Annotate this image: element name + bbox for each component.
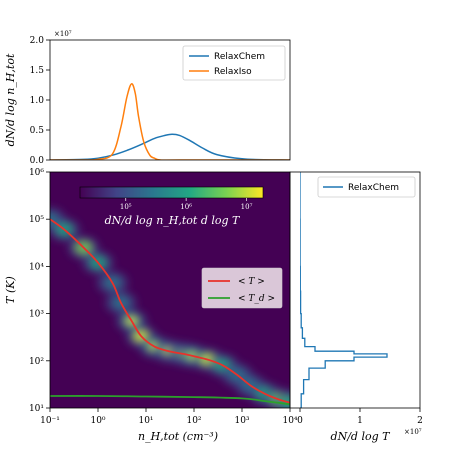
right-x-axis-label: dN/d log T [331, 430, 392, 443]
main-x-tick-label: 10¹ [138, 416, 153, 426]
main-x-tick-label: 10⁰ [90, 416, 105, 426]
colorbar-tick-label: 10⁵ [120, 203, 132, 211]
main-y-tick-label: 10¹ [29, 404, 44, 414]
series-line-relaxiso [50, 83, 290, 160]
right-panel-frame [289, 171, 421, 409]
top-y-tick-label: 0.5 [30, 126, 45, 136]
right-x-multiplier: ×10⁷ [404, 428, 422, 436]
right-x-tick-label: 2 [417, 416, 423, 426]
top-y-tick-label: 2.0 [30, 36, 45, 46]
right-x-tick-label: 1 [357, 416, 363, 426]
series-line-right-relaxchem [300, 172, 388, 408]
colorbar-label: dN/d log n_H,tot d log T [105, 214, 241, 227]
legend-label-mean-t: < T > [238, 277, 265, 287]
main-x-tick-label: 10² [186, 416, 201, 426]
colorbar: 10⁵ 10⁶ 10⁷ dN/d log n_H,tot d log T [79, 186, 264, 227]
main-y-tick-label: 10² [29, 357, 44, 367]
main-y-tick-label: 10⁶ [29, 168, 44, 178]
top-y-multiplier: ×10⁷ [54, 30, 72, 38]
right-legend-box [317, 176, 416, 198]
main-y-tick-label: 10⁴ [29, 262, 44, 272]
series-line-mean-td [50, 395, 290, 406]
top-legend: RelaxChem RelaxIso [182, 45, 286, 81]
main-y-tick-label: 10³ [29, 310, 44, 320]
main-y-tick-label: 10⁵ [29, 215, 44, 225]
series-line-relaxchem [50, 133, 290, 160]
series-line-mean-t [50, 218, 290, 404]
top-y-axis-label: dN/d log n_H,tot [4, 53, 17, 146]
legend-label-right-relaxchem: RelaxChem [348, 183, 399, 193]
top-y-tick-label: 1.0 [30, 96, 45, 106]
legend-label-mean-td: < T_d > [238, 294, 275, 304]
main-x-axis-label: n_H,tot (cm⁻³) [138, 430, 218, 443]
main-x-tick-label: 10⁴ [282, 416, 297, 426]
colorbar-tick-label: 10⁷ [241, 203, 253, 211]
main-y-axis-label: T (K) [4, 276, 17, 304]
main-x-tick-label: 10³ [234, 416, 249, 426]
top-y-tick-label: 0.0 [30, 156, 45, 166]
top-histogram-panel: 0.0 0.5 1.0 1.5 2.0 ×10⁷ dN/d log n_H,tot Re… [4, 30, 291, 166]
right-legend: RelaxChem [317, 176, 416, 198]
colorbar-gradient [79, 186, 264, 199]
top-y-tick-label: 1.5 [30, 66, 45, 76]
legend-label-relaxiso: RelaxIso [214, 67, 252, 77]
right-x-tick-label: 0 [297, 416, 303, 426]
phase-diagram-panel: 10⁻¹ 10⁰ 10¹ 10² 10³ 10⁴ 10¹ 10² 10³ 10⁴ 10⁵ 10⁶ n… [4, 168, 298, 443]
main-x-tick-label: 10⁻¹ [40, 416, 60, 426]
right-histogram-panel: 0 1 2 ×10⁷ dN/d log T RelaxChem [289, 171, 423, 443]
colorbar-tick-label: 10⁶ [180, 203, 192, 211]
legend-label-relaxchem: RelaxChem [214, 52, 265, 62]
main-legend: < T > < T_d > [201, 267, 283, 309]
